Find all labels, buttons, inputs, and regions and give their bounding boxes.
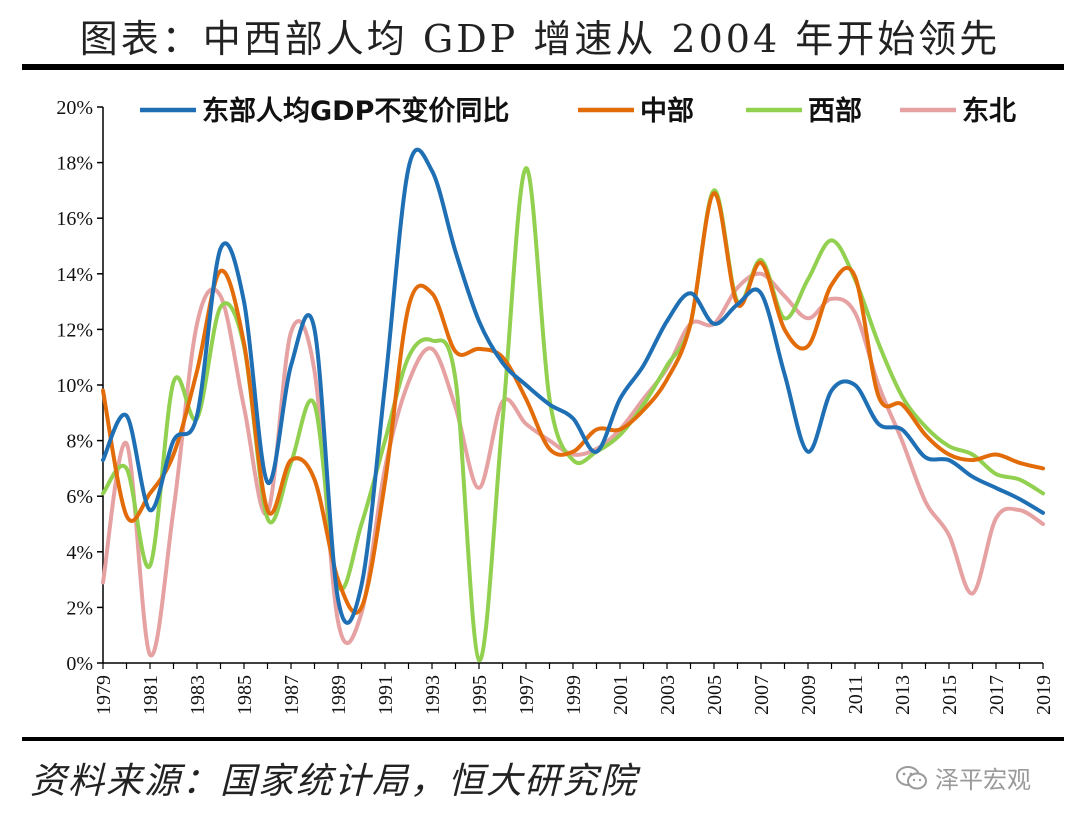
x-tick-label: 1985 bbox=[234, 675, 256, 715]
series-line-2 bbox=[101, 191, 1045, 615]
x-tick-label: 2009 bbox=[798, 675, 820, 715]
legend-label: 西部 bbox=[808, 95, 862, 127]
x-tick-label: 1979 bbox=[93, 675, 115, 715]
series-line-4 bbox=[101, 271, 1045, 658]
legend-label: 中部 bbox=[640, 95, 694, 127]
y-tick-label: 16% bbox=[56, 208, 93, 230]
x-tick-label: 1995 bbox=[469, 675, 491, 715]
y-tick-label: 2% bbox=[66, 597, 93, 619]
x-tick-label: 1997 bbox=[516, 675, 538, 715]
x-tick-label: 2003 bbox=[657, 675, 679, 715]
source-note: 资料来源：国家统计局，恒大研究院 bbox=[30, 761, 639, 802]
legend: 东部人均GDP不变价同比 中部 西部 东北 bbox=[140, 95, 1016, 127]
x-tick-label: 2007 bbox=[751, 675, 773, 715]
x-tick-label: 2005 bbox=[704, 675, 726, 715]
x-tick-label: 2015 bbox=[939, 675, 961, 715]
x-axis-ticks: 1979 1981 1983 1985 1987 1989 1991 1993 1995 1997… bbox=[93, 663, 1055, 715]
x-tick-label: 2013 bbox=[892, 675, 914, 715]
x-tick-label: 1999 bbox=[563, 675, 585, 715]
y-tick-label: 20% bbox=[56, 97, 93, 119]
y-tick-label: 4% bbox=[66, 542, 93, 564]
x-tick-label: 1989 bbox=[328, 675, 350, 715]
x-tick-label: 2019 bbox=[1033, 675, 1055, 715]
x-tick-label: 1987 bbox=[281, 675, 303, 715]
y-tick-label: 18% bbox=[56, 153, 93, 175]
y-axis: 0% 2% 4% 6% 8% 10% 12% 14% 16% 18% 20% bbox=[56, 97, 104, 675]
legend-label: 东部人均GDP不变价同比 bbox=[202, 95, 509, 127]
x-tick-label: 1981 bbox=[140, 675, 162, 715]
x-axis: 1979 1981 1983 1985 1987 1989 1991 1993 1995 1997… bbox=[93, 662, 1055, 715]
x-tick-label: 1991 bbox=[375, 675, 397, 715]
legend-label: 东北 bbox=[962, 95, 1016, 127]
y-tick-label: 0% bbox=[66, 653, 93, 675]
y-tick-label: 6% bbox=[66, 486, 93, 508]
x-tick-label: 2011 bbox=[845, 675, 867, 714]
top-rule bbox=[22, 64, 1064, 70]
x-tick-label: 2017 bbox=[986, 675, 1008, 715]
watermark: 泽平宏观 bbox=[895, 760, 1031, 795]
watermark-text: 泽平宏观 bbox=[935, 766, 1031, 794]
y-tick-label: 10% bbox=[56, 375, 93, 397]
bottom-rule bbox=[22, 737, 1064, 741]
y-tick-label: 14% bbox=[56, 264, 93, 286]
x-tick-label: 1993 bbox=[422, 675, 444, 715]
y-tick-label: 8% bbox=[66, 431, 93, 453]
chart-title: 图表：中西部人均 GDP 增速从 2004 年开始领先 bbox=[79, 17, 1001, 61]
series-lines bbox=[101, 147, 1045, 663]
y-axis-ticks: 0% 2% 4% 6% 8% 10% 12% 14% 16% 18% 20% bbox=[56, 97, 103, 675]
y-tick-label: 12% bbox=[56, 319, 93, 341]
x-tick-label: 2001 bbox=[610, 675, 632, 715]
wechat-icon bbox=[896, 765, 927, 789]
x-tick-label: 1983 bbox=[187, 675, 209, 715]
series-line-1 bbox=[101, 147, 1045, 625]
